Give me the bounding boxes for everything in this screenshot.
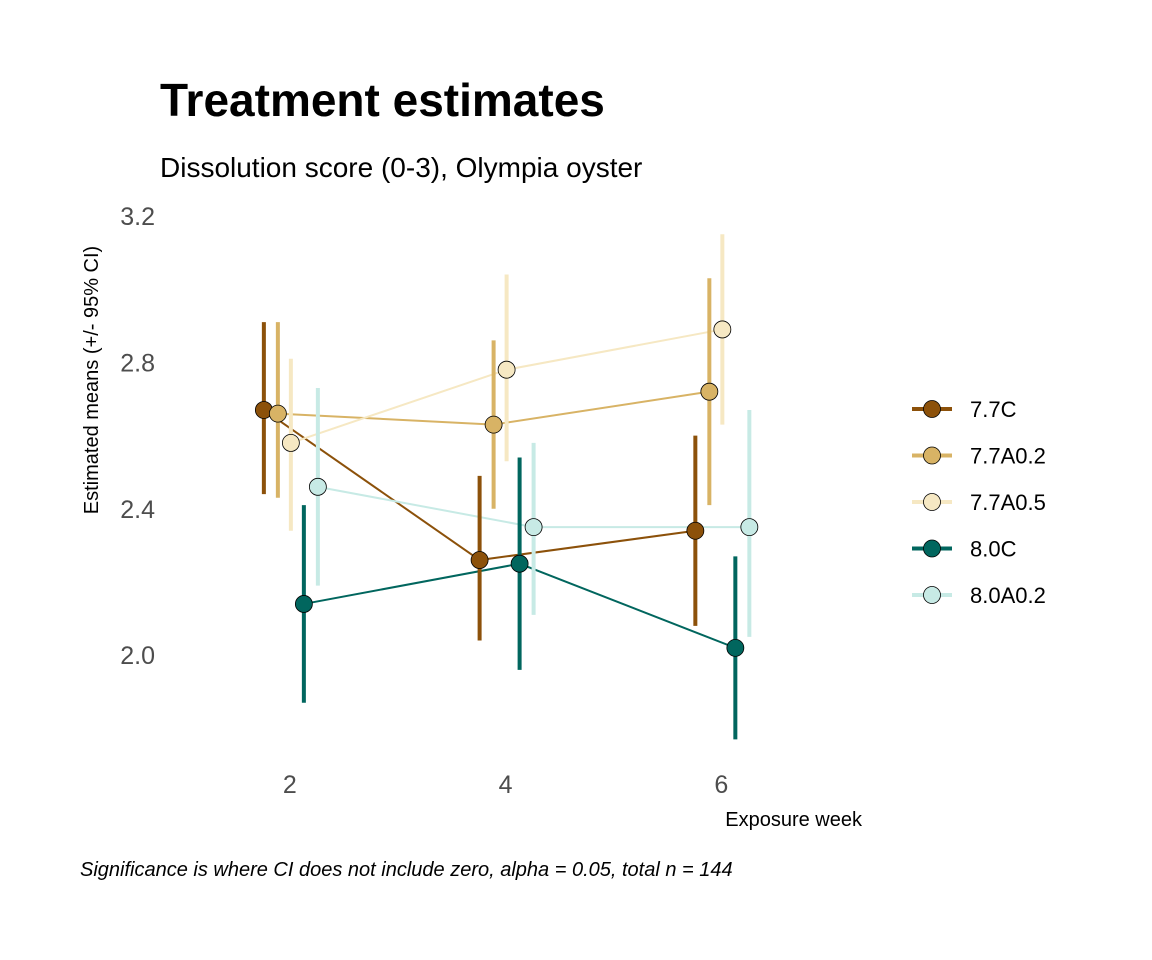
legend-key-point-7-7a0-2 [923,446,941,465]
data-point-8-0a0-2 [524,518,543,536]
legend-key-point-8-0c [923,539,941,558]
plot-area [254,234,759,740]
y-axis-ticks: 2.0 2.4 2.8 3.2 [120,203,155,670]
legend-label-8-0a0-2: 8.0A0.2 [970,583,1046,608]
x-tick-label: 2 [283,771,297,799]
legend-key-point-7-7c [923,400,941,418]
points [254,320,759,657]
x-tick-label: 4 [499,771,513,799]
data-point-8-0a0-2 [740,518,759,536]
x-axis-label: Exposure week [725,809,863,831]
error-bars [261,234,752,740]
legend-label-7-7a0-5: 7.7A0.5 [970,490,1046,515]
data-point-7-7a0-5 [281,434,300,452]
data-point-7-7a0-2 [268,404,287,423]
data-point-7-7c [686,521,705,540]
chart-subtitle: Dissolution score (0-3), Olympia oyster [160,152,642,183]
legend-label-8-0c: 8.0C [970,537,1017,562]
data-point-8-0a0-2 [308,477,327,496]
y-tick-label: 2.0 [120,642,155,670]
data-point-8-0c [294,595,313,613]
data-point-7-7a0-2 [484,415,503,434]
y-tick-label: 2.4 [120,496,155,524]
data-point-7-7a0-2 [700,382,719,401]
legend: 7.7C 7.7A0.2 7.7A0.5 8.0C 8.0A0.2 [912,397,1046,608]
y-tick-label: 3.2 [120,203,155,231]
data-point-7-7c [470,551,489,569]
legend-label-7-7c: 7.7C [970,397,1017,422]
legend-key-point-8-0a0-2 [923,586,941,604]
y-axis-label: Estimated means (+/- 95% CI) [81,246,103,514]
chart-caption: Significance is where CI does not includ… [80,859,733,881]
chart-title: Treatment estimates [160,74,605,126]
x-axis-ticks: 2 4 6 [283,771,728,799]
y-tick-label: 2.8 [120,349,155,377]
legend-key-point-7-7a0-5 [923,493,941,511]
x-tick-label: 6 [714,771,728,799]
legend-label-7-7a0-2: 7.7A0.2 [970,444,1046,469]
data-point-8-0c [726,638,745,657]
data-point-7-7a0-5 [497,360,516,379]
data-point-7-7a0-5 [713,320,732,339]
data-point-8-0c [510,554,529,573]
